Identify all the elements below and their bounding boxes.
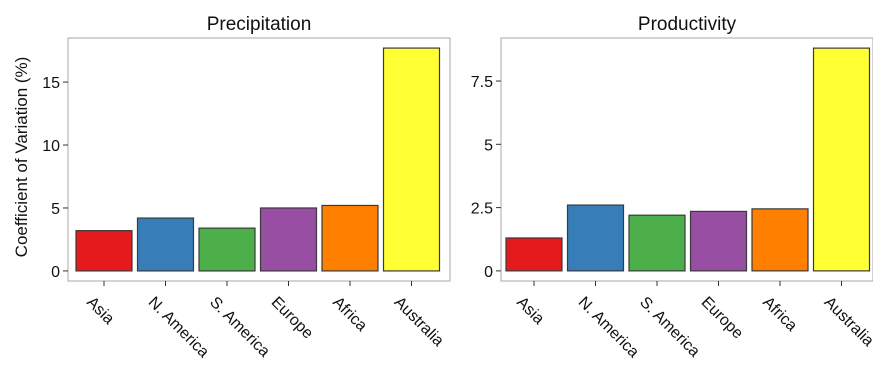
precip-bar-europe bbox=[259, 207, 318, 272]
precip-bar-n-america bbox=[136, 217, 195, 272]
prod-bar-europe bbox=[689, 210, 748, 272]
prod-bar-africa bbox=[751, 208, 809, 272]
precip-bar-asia bbox=[75, 230, 133, 272]
precip-x-tick-label: Africa bbox=[329, 294, 370, 335]
precip-bar-australia bbox=[382, 47, 441, 272]
precip-y-tick-label: 0 bbox=[51, 264, 60, 281]
prod-y-tick-label: 0 bbox=[484, 264, 493, 281]
precip-x-tick-label: S. America bbox=[206, 294, 273, 361]
precip-x-tick-label: Asia bbox=[83, 294, 117, 328]
prod-plot-frame bbox=[500, 37, 873, 282]
prod-y-tick-label: 5 bbox=[484, 137, 493, 154]
prod-x-tick-label: Asia bbox=[513, 294, 547, 328]
prod-bar-s-america bbox=[628, 214, 686, 272]
precip-y-tick-label: 10 bbox=[42, 138, 60, 155]
prod-bar-australia bbox=[812, 47, 871, 272]
precip-y-tick-label: 5 bbox=[51, 201, 60, 218]
prod-x-tick-label: N. America bbox=[575, 294, 642, 361]
precip-title: Precipitation bbox=[207, 14, 312, 35]
precip-plot-frame bbox=[67, 37, 451, 282]
prod-bar-n-america bbox=[566, 204, 625, 272]
prod-x-tick-label: S. America bbox=[636, 294, 703, 361]
prod-bar-asia bbox=[505, 237, 563, 272]
prod-y-tick-label: 7.5 bbox=[471, 74, 493, 91]
y-axis-title: Coefficient of Variation (%) bbox=[12, 57, 31, 258]
precip-bar-s-america bbox=[198, 227, 256, 272]
precip-bar-africa bbox=[321, 204, 379, 272]
prod-y-tick-label: 2.5 bbox=[471, 201, 493, 218]
precip-x-tick-label: Europe bbox=[268, 294, 317, 343]
precip-x-tick-label: Australia bbox=[391, 294, 447, 350]
precip-y-tick-label: 15 bbox=[42, 75, 60, 92]
prod-x-tick-label: Australia bbox=[821, 294, 873, 350]
prod-title: Productivity bbox=[638, 14, 737, 35]
prod-x-tick-label: Africa bbox=[759, 294, 800, 335]
prod-x-tick-label: Europe bbox=[698, 294, 747, 343]
precip-x-tick-label: N. America bbox=[145, 294, 212, 361]
